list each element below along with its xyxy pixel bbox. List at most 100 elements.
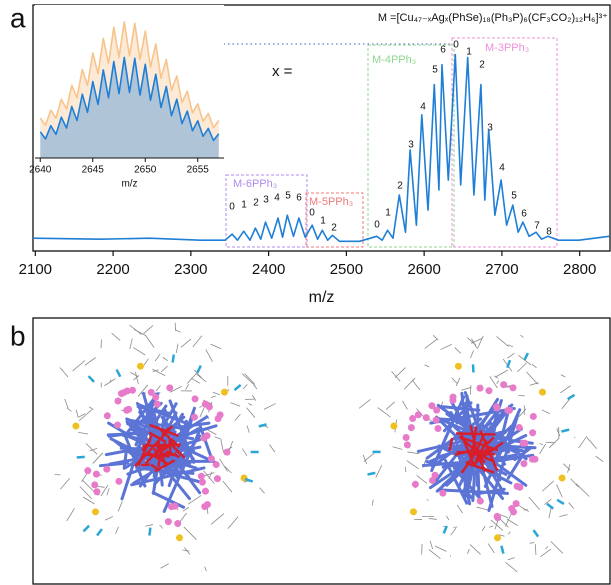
peak-label: 1 <box>385 208 391 219</box>
ligand-bond <box>244 373 255 385</box>
cf3-group <box>196 364 202 374</box>
inset-x-axis-title: m/z <box>121 179 137 190</box>
ligand-bond <box>550 541 564 554</box>
ligand-bond <box>595 455 604 462</box>
se-atom <box>114 421 122 429</box>
se-atom <box>123 406 131 414</box>
peak-label: 0 <box>374 220 380 231</box>
cf3-group <box>523 352 530 361</box>
panel-label: a <box>10 2 26 33</box>
ligand-bond <box>187 495 202 505</box>
ligand-bond <box>203 472 215 477</box>
se-atom <box>191 395 199 403</box>
ligand-bond <box>192 335 203 348</box>
se-atom <box>492 403 500 411</box>
group-box <box>451 37 558 248</box>
cf3-group <box>532 529 540 538</box>
group-name: M-5PPh₃ <box>309 196 353 208</box>
se-atom <box>201 400 209 408</box>
se-atom <box>203 432 211 440</box>
ligand-bond <box>219 458 228 472</box>
core-bond <box>150 463 161 472</box>
ligand-bond <box>130 372 139 377</box>
ligand-bond <box>72 360 86 372</box>
ligand-bond <box>461 387 472 391</box>
core-bond <box>149 423 180 438</box>
plot-frame <box>32 4 611 252</box>
core-bond <box>473 446 482 456</box>
se-atom <box>529 429 537 437</box>
metal-bond <box>136 405 172 416</box>
se-atom <box>216 411 224 419</box>
ligand-bond <box>548 506 552 519</box>
core-bond <box>141 463 150 467</box>
ligand-bond <box>529 542 535 544</box>
ligand-bond <box>259 487 265 494</box>
ligand-bond <box>528 496 541 510</box>
inset-x-tick-label: 2650 <box>134 165 157 176</box>
ligand-bond <box>451 377 458 384</box>
se-atom <box>402 434 410 442</box>
se-atom <box>103 465 111 473</box>
core-bond <box>168 441 186 459</box>
group-box <box>225 174 308 248</box>
peak-label: 6 <box>296 193 302 204</box>
ligand-bond <box>89 448 98 452</box>
p-atom <box>454 362 462 370</box>
core-bond <box>476 453 495 463</box>
structure-frame <box>32 317 611 585</box>
ligand-bond <box>242 448 248 457</box>
metal-bond <box>494 404 511 465</box>
ligand-bond <box>66 407 72 412</box>
ligand-bond <box>109 379 112 383</box>
peak-label: 4 <box>499 163 505 174</box>
ligand-bond <box>481 526 486 532</box>
p-atom <box>220 388 228 396</box>
x-tick-label: 2100 <box>19 261 52 278</box>
se-atom <box>201 503 209 511</box>
ligand-bond <box>137 384 148 397</box>
ligand-bond <box>78 409 93 422</box>
se-atom <box>414 411 422 419</box>
se-atom <box>168 503 176 511</box>
metal-bond <box>464 489 473 500</box>
p-atom <box>390 422 398 430</box>
ligand-bond <box>496 380 500 384</box>
metal-bond <box>471 469 477 503</box>
ligand-bond <box>539 443 547 455</box>
ligand-bond <box>470 350 474 359</box>
peak-label: 6 <box>440 45 446 56</box>
ligand-bond <box>518 408 527 417</box>
se-atom <box>494 514 502 522</box>
ligand-bond <box>489 376 498 389</box>
se-atom <box>439 489 447 497</box>
ligand-bond <box>394 367 406 378</box>
core-bond <box>454 448 476 456</box>
x-axis-title: m/z <box>309 289 335 306</box>
se-atom <box>91 481 99 489</box>
ligand-bond <box>60 477 71 490</box>
metal-bond <box>429 452 449 463</box>
ligand-bond <box>517 362 527 373</box>
p-atom <box>558 474 566 482</box>
se-atom <box>422 414 430 422</box>
peak-label: 8 <box>546 227 552 238</box>
peak-label: 3 <box>408 140 414 151</box>
cf3-group <box>76 455 85 459</box>
ligand-bond <box>434 545 447 552</box>
core-bond <box>159 452 165 457</box>
ligand-bond <box>403 377 416 390</box>
peak-label: 2 <box>331 223 337 234</box>
ligand-bond <box>246 407 256 418</box>
ligand-bond <box>424 338 438 349</box>
p-atom <box>538 388 546 396</box>
ligand-bond <box>559 385 571 394</box>
se-atom <box>508 505 516 513</box>
se-atom <box>428 402 436 410</box>
se-atom <box>432 416 440 424</box>
se-atom <box>207 455 215 463</box>
peak-label: 4 <box>420 102 426 113</box>
ligand-bond <box>545 441 555 444</box>
peak-label: 3 <box>487 123 493 134</box>
